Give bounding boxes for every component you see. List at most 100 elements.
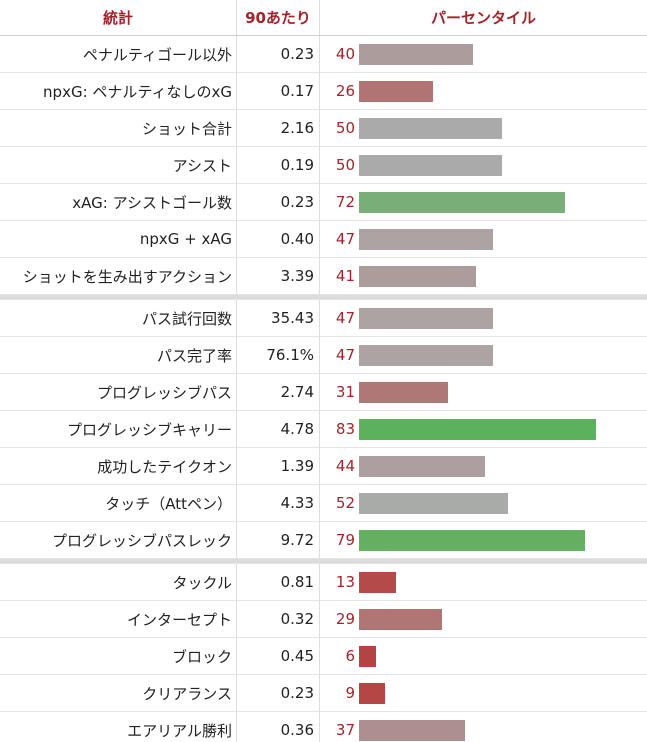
percentile-bar [359,646,377,667]
stat-row: ブロック 0.45 6 [0,638,647,675]
percentile-label: 9 [345,684,355,702]
stat-name: ショットを生み出すアクション [0,258,237,294]
percentile-cell: 29 [320,601,647,637]
percentile-label: 6 [345,647,355,665]
percentile-cell: 79 [320,522,647,558]
per90-value: 0.32 [237,601,320,637]
stat-name: パス試行回数 [0,300,237,336]
stat-name: プログレッシブパス [0,374,237,410]
stat-name: クリアランス [0,675,237,711]
stat-name: ブロック [0,638,237,674]
stat-row: タッチ（Attペン） 4.33 52 [0,485,647,522]
stat-row: 成功したテイクオン 1.39 44 [0,448,647,485]
per90-value: 3.39 [237,258,320,294]
percentile-cell: 50 [320,147,647,183]
stat-row: npxG + xAG 0.40 47 [0,221,647,258]
stat-name: プログレッシブパスレック [0,522,237,558]
percentile-label: 83 [335,420,355,438]
percentile-cell: 47 [320,300,647,336]
percentile-label: 26 [335,82,355,100]
percentile-label: 13 [335,573,355,591]
per90-value: 0.81 [237,564,320,600]
stat-name: xAG: アシストゴール数 [0,184,237,220]
per90-value: 0.40 [237,221,320,257]
percentile-label: 52 [335,494,355,512]
stat-row: パス試行回数 35.43 47 [0,300,647,337]
percentile-label: 29 [335,610,355,628]
percentile-label: 47 [335,346,355,364]
percentile-cell: 52 [320,485,647,521]
percentile-cell: 26 [320,73,647,109]
stat-row: プログレッシブパスレック 9.72 79 [0,522,647,559]
stat-name: ペナルティゴール以外 [0,36,237,72]
stat-row: パス完了率 76.1% 47 [0,337,647,374]
stat-name: エアリアル勝利 [0,712,237,742]
percentile-bar [359,229,494,250]
percentile-bar [359,44,474,65]
percentile-bar [359,192,565,213]
percentile-bar [359,683,385,704]
stat-row: xAG: アシストゴール数 0.23 72 [0,184,647,221]
percentile-bar [359,419,597,440]
stat-row: プログレッシブパス 2.74 31 [0,374,647,411]
stat-row: クリアランス 0.23 9 [0,675,647,712]
percentile-cell: 6 [320,638,647,674]
stat-name: npxG: ペナルティなしのxG [0,73,237,109]
stat-row: インターセプト 0.32 29 [0,601,647,638]
stat-row: タックル 0.81 13 [0,564,647,601]
percentile-bar [359,530,585,551]
stat-row: ショットを生み出すアクション 3.39 41 [0,258,647,295]
per90-value: 0.36 [237,712,320,742]
per90-value: 0.45 [237,638,320,674]
per90-value: 0.23 [237,675,320,711]
stat-name: パス完了率 [0,337,237,373]
percentile-cell: 41 [320,258,647,294]
percentile-cell: 40 [320,36,647,72]
percentile-bar [359,493,508,514]
stat-name: インターセプト [0,601,237,637]
per90-value: 0.23 [237,36,320,72]
per90-value: 35.43 [237,300,320,336]
stat-row: アシスト 0.19 50 [0,147,647,184]
percentile-bar [359,456,485,477]
header-row: 統計 90あたり パーセンタイル [0,0,647,36]
percentile-label: 72 [335,193,355,211]
percentile-bar [359,118,502,139]
per90-value: 9.72 [237,522,320,558]
group-separator [0,295,647,300]
per90-value: 76.1% [237,337,320,373]
percentile-label: 47 [335,230,355,248]
percentile-bar [359,382,448,403]
stat-row: ペナルティゴール以外 0.23 40 [0,36,647,73]
percentile-label: 41 [335,267,355,285]
stat-name: ショット合計 [0,110,237,146]
header-per90: 90あたり [237,0,320,35]
percentile-cell: 37 [320,712,647,742]
percentile-label: 50 [335,156,355,174]
stat-row: プログレッシブキャリー 4.78 83 [0,411,647,448]
per90-value: 4.33 [237,485,320,521]
stat-row: npxG: ペナルティなしのxG 0.17 26 [0,73,647,110]
stat-name: 成功したテイクオン [0,448,237,484]
percentile-bar [359,308,494,329]
percentile-bar [359,345,494,366]
percentile-bar [359,572,397,593]
percentile-bar [359,81,434,102]
percentile-bar [359,266,477,287]
percentile-cell: 83 [320,411,647,447]
per90-value: 4.78 [237,411,320,447]
stat-row: エアリアル勝利 0.36 37 [0,712,647,742]
percentile-bar [359,720,465,741]
group-separator [0,559,647,564]
percentile-cell: 44 [320,448,647,484]
per90-value: 2.16 [237,110,320,146]
stat-name: プログレッシブキャリー [0,411,237,447]
per90-value: 2.74 [237,374,320,410]
percentile-label: 79 [335,531,355,549]
stat-name: タッチ（Attペン） [0,485,237,521]
percentile-cell: 50 [320,110,647,146]
per90-value: 0.19 [237,147,320,183]
stat-name: アシスト [0,147,237,183]
stat-name: タックル [0,564,237,600]
